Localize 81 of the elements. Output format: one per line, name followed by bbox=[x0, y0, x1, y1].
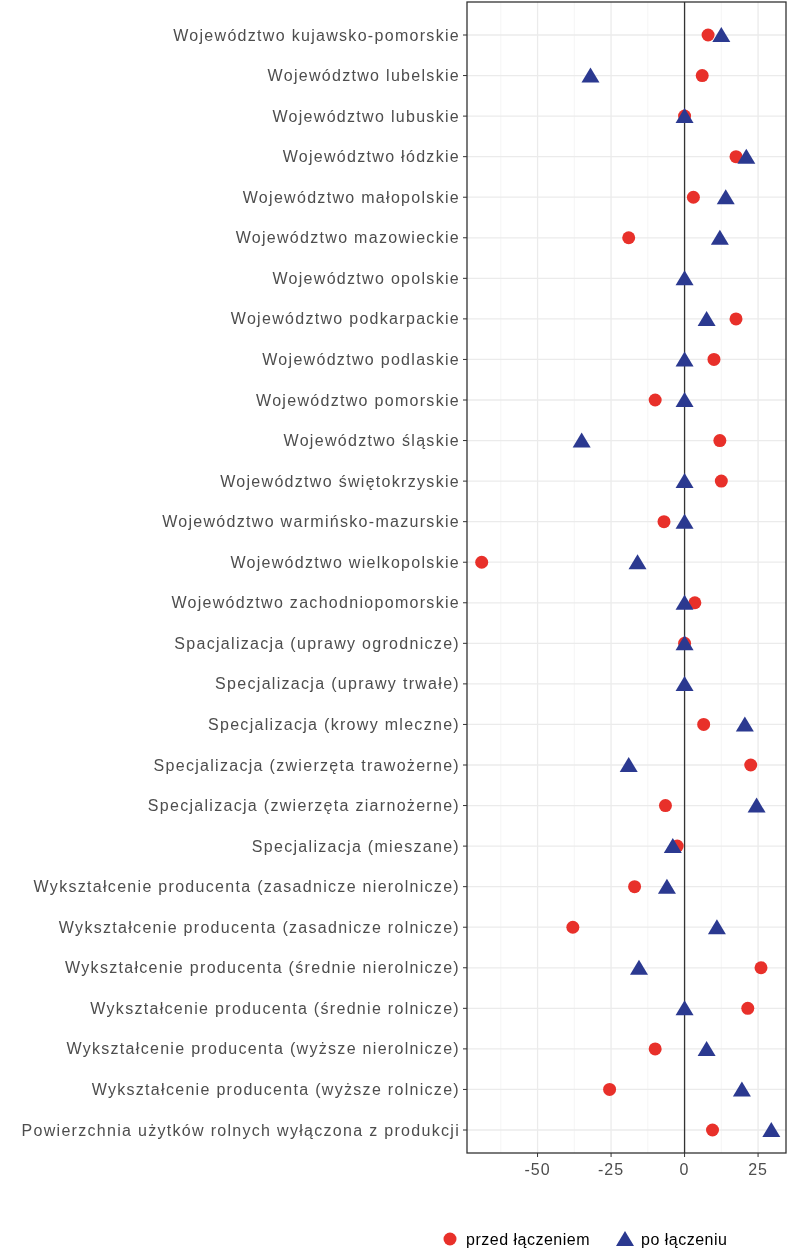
y-tick-label: Województwo śląskie bbox=[283, 432, 460, 450]
point bbox=[658, 799, 672, 813]
y-tick-label: Wykształcenie producenta (wyższe nierolnicze) bbox=[66, 1040, 460, 1058]
point bbox=[566, 920, 580, 934]
point bbox=[475, 555, 489, 569]
point bbox=[707, 352, 721, 366]
legend-label: przed łączeniem bbox=[466, 1230, 590, 1248]
y-tick-label: Spacjalizacja (uprawy ogrodnicze) bbox=[174, 634, 460, 652]
point bbox=[695, 69, 709, 83]
point bbox=[675, 392, 694, 407]
point bbox=[732, 1081, 751, 1097]
y-tick-label: Województwo kujawsko-pomorskie bbox=[173, 26, 460, 44]
point bbox=[747, 797, 766, 813]
point bbox=[729, 312, 743, 326]
y-tick-label: Specjalizacja (zwierzęta ziarnożerne) bbox=[147, 797, 460, 815]
x-tick-label: -25 bbox=[598, 1161, 625, 1178]
point bbox=[581, 67, 600, 83]
y-tick-label: Województwo opolskie bbox=[272, 269, 460, 287]
point bbox=[675, 513, 694, 529]
point bbox=[697, 310, 716, 326]
point bbox=[675, 473, 694, 489]
y-tick-label: Województwo wielkopolskie bbox=[230, 553, 460, 571]
point bbox=[675, 675, 694, 691]
point bbox=[712, 27, 731, 42]
point bbox=[735, 716, 754, 732]
y-tick-label: Wykształcenie producenta (wyższe rolnicze) bbox=[91, 1081, 460, 1099]
y-tick-label: Specjalizacja (mieszane) bbox=[251, 837, 460, 855]
point bbox=[675, 270, 694, 286]
y-tick-label: Województwo warmińsko-mazurskie bbox=[162, 513, 460, 531]
point bbox=[710, 229, 729, 245]
point bbox=[744, 758, 758, 772]
point bbox=[657, 515, 671, 529]
y-tick-label: Województwo lubelskie bbox=[267, 67, 460, 85]
point bbox=[716, 189, 735, 205]
point bbox=[737, 148, 756, 164]
y-tick-label: Wykształcenie producenta (zasadnicze rolnicze) bbox=[58, 918, 460, 936]
point bbox=[622, 231, 636, 245]
point bbox=[603, 1082, 617, 1096]
y-tick-label: Województwo mazowieckie bbox=[235, 229, 460, 247]
point bbox=[572, 432, 591, 448]
point bbox=[686, 190, 700, 204]
y-tick-label: Powierzchnia użytków rolnych wyłączona z produkcji bbox=[21, 1121, 460, 1139]
point bbox=[697, 1040, 716, 1056]
x-tick-label: -50 bbox=[524, 1161, 551, 1178]
legend-label: po łączeniu bbox=[641, 1230, 728, 1248]
point bbox=[657, 878, 676, 894]
point bbox=[628, 554, 647, 570]
point bbox=[675, 594, 694, 610]
y-tick-label: Specjalizacja (zwierzęta trawożerne) bbox=[153, 756, 460, 774]
point bbox=[697, 717, 711, 731]
point bbox=[648, 1042, 662, 1056]
y-tick-label: Województwo pomorskie bbox=[256, 391, 460, 409]
point bbox=[675, 351, 694, 367]
y-tick-label: Województwo świętokrzyskie bbox=[220, 472, 460, 490]
y-tick-label: Województwo łódzkie bbox=[282, 148, 460, 166]
point bbox=[714, 474, 728, 488]
point bbox=[741, 1001, 755, 1015]
point bbox=[630, 959, 648, 975]
y-tick-label: Województwo lubuskie bbox=[272, 107, 460, 125]
y-tick-label: Specjalizacja (krowy mleczne) bbox=[208, 716, 460, 734]
point bbox=[706, 1123, 719, 1137]
y-tick-label: Województwo małopolskie bbox=[242, 188, 460, 206]
y-tick-label: Województwo podkarpackie bbox=[230, 310, 460, 328]
y-tick-label: Wykształcenie producenta (zasadnicze nierolnicze) bbox=[33, 878, 460, 896]
point bbox=[707, 919, 726, 935]
point bbox=[675, 1000, 694, 1016]
point bbox=[754, 961, 768, 975]
point bbox=[628, 880, 642, 894]
y-tick-label: Województwo zachodniopomorskie bbox=[171, 594, 460, 612]
x-tick-label: 25 bbox=[748, 1161, 768, 1178]
point bbox=[701, 28, 715, 42]
y-tick-label: Województwo podlaskie bbox=[262, 351, 460, 369]
y-tick-label: Wykształcenie producenta (średnie rolnicze) bbox=[90, 999, 460, 1017]
point bbox=[713, 434, 727, 448]
point bbox=[663, 838, 682, 854]
point bbox=[619, 757, 638, 772]
point bbox=[648, 393, 662, 407]
x-tick-label: 0 bbox=[679, 1161, 690, 1178]
y-tick-label: Specjalizacja (uprawy trwałe) bbox=[215, 675, 460, 693]
point bbox=[762, 1122, 781, 1137]
y-tick-label: Wykształcenie producenta (średnie nierolnicze) bbox=[65, 959, 460, 977]
